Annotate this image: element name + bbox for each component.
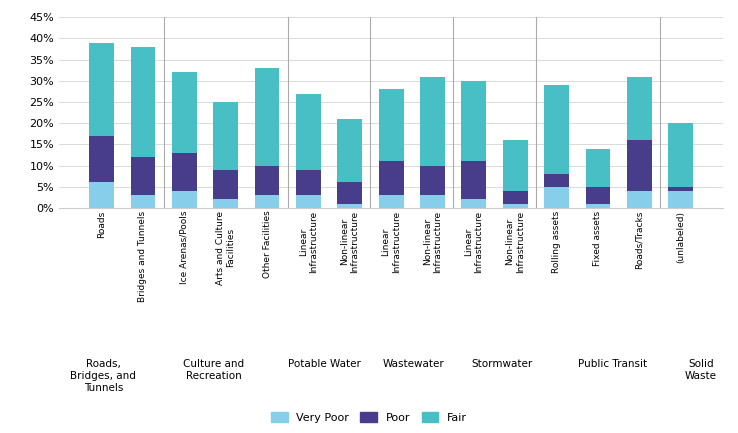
Bar xyxy=(503,204,528,208)
Bar xyxy=(337,182,362,204)
Bar xyxy=(379,195,404,208)
Bar xyxy=(172,191,197,208)
Bar xyxy=(585,187,610,204)
Bar xyxy=(172,153,197,191)
Bar xyxy=(255,165,280,195)
Bar xyxy=(627,77,652,140)
Bar xyxy=(131,195,156,208)
Bar xyxy=(585,149,610,187)
Bar xyxy=(461,161,486,199)
Bar xyxy=(420,77,445,165)
Bar xyxy=(337,204,362,208)
Bar xyxy=(213,102,238,170)
Text: Potable Water: Potable Water xyxy=(289,359,361,369)
Bar xyxy=(627,191,652,208)
Bar xyxy=(337,119,362,182)
Text: Public Transit: Public Transit xyxy=(578,359,647,369)
Bar xyxy=(461,199,486,208)
Bar xyxy=(627,140,652,191)
Bar xyxy=(461,81,486,161)
Bar xyxy=(585,204,610,208)
Bar xyxy=(544,174,569,187)
Bar xyxy=(420,195,445,208)
Bar xyxy=(379,161,404,195)
Legend: Very Poor, Poor, Fair: Very Poor, Poor, Fair xyxy=(266,408,472,427)
Bar xyxy=(544,187,569,208)
Bar xyxy=(296,94,321,170)
Bar xyxy=(668,191,693,208)
Text: Stormwater: Stormwater xyxy=(472,359,532,369)
Bar xyxy=(668,123,693,187)
Bar xyxy=(131,157,156,195)
Text: Solid
Waste: Solid Waste xyxy=(685,359,717,381)
Bar xyxy=(131,47,156,157)
Bar xyxy=(213,170,238,199)
Bar xyxy=(296,170,321,195)
Bar xyxy=(255,68,280,165)
Bar xyxy=(544,85,569,174)
Bar xyxy=(89,182,114,208)
Bar xyxy=(379,89,404,161)
Bar xyxy=(296,195,321,208)
Bar xyxy=(503,191,528,204)
Text: Culture and
Recreation: Culture and Recreation xyxy=(184,359,244,381)
Bar xyxy=(255,195,280,208)
Bar xyxy=(89,136,114,182)
Text: Roads,
Bridges, and
Tunnels: Roads, Bridges, and Tunnels xyxy=(70,359,137,393)
Text: Wastewater: Wastewater xyxy=(382,359,444,369)
Bar xyxy=(172,72,197,153)
Bar xyxy=(89,43,114,136)
Bar xyxy=(213,199,238,208)
Bar xyxy=(420,165,445,195)
Bar xyxy=(668,187,693,191)
Bar xyxy=(503,140,528,191)
